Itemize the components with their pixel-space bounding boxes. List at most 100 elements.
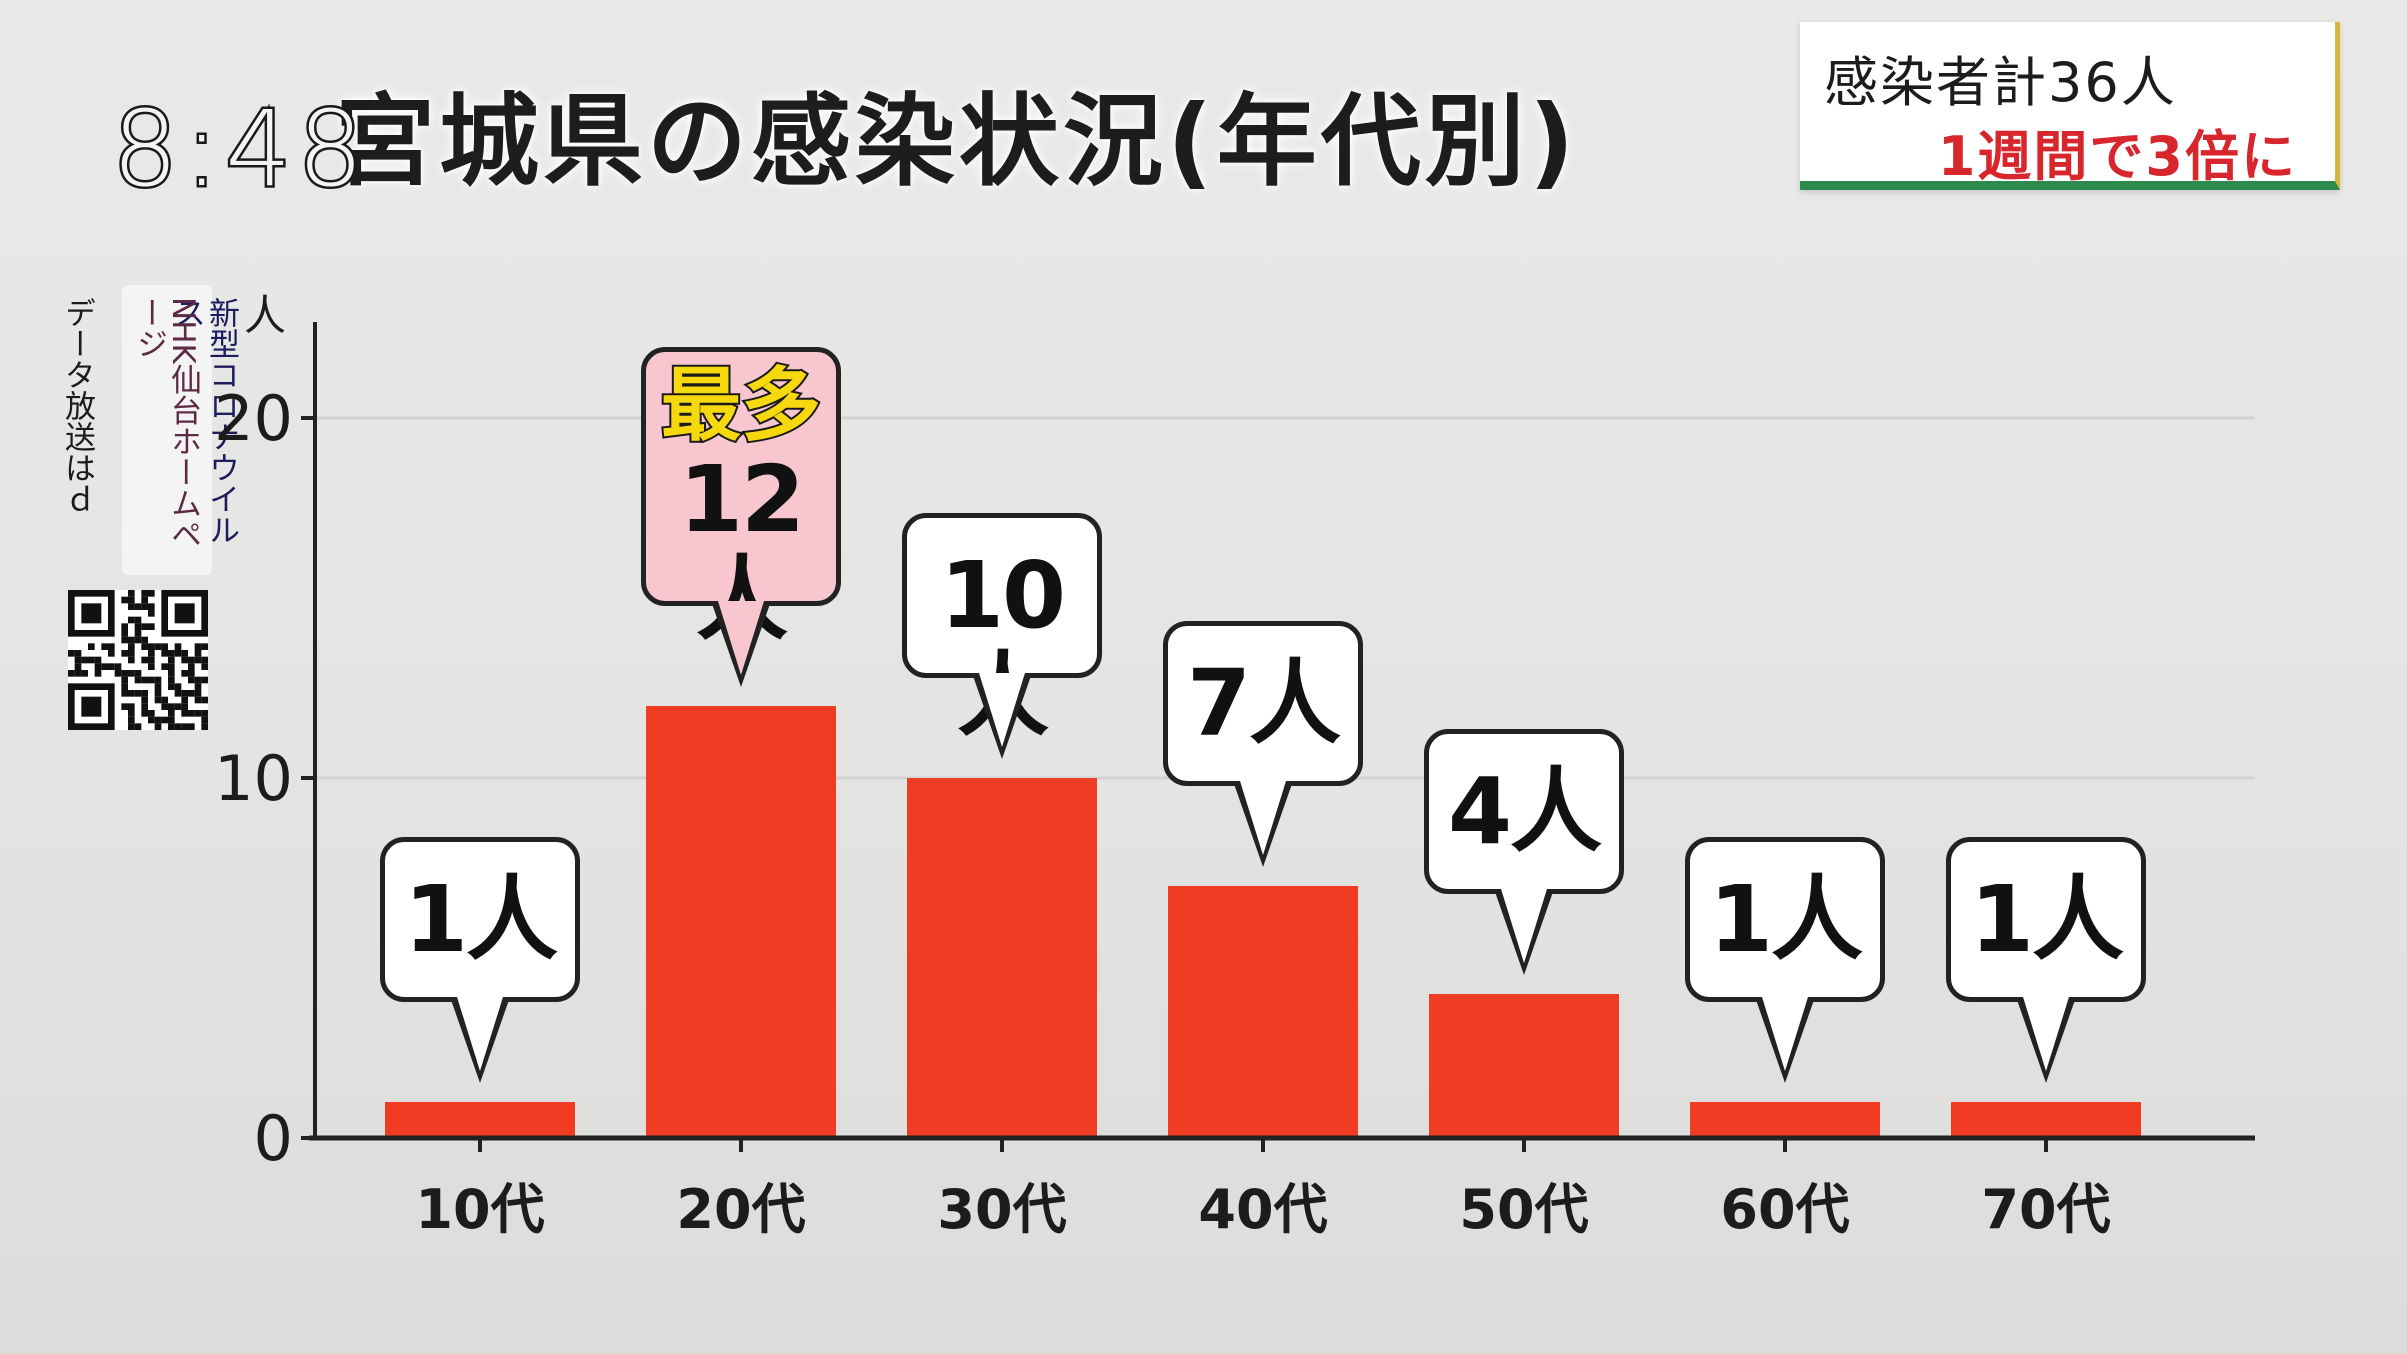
max-badge: 最多 [659,359,823,452]
qr-module [114,670,122,677]
qr-module [148,656,155,664]
y-tick-label: 20 [214,382,293,455]
qr-module [141,676,148,684]
qr-module [161,643,168,650]
bubble-tail-fill [1501,889,1547,963]
qr-module [128,590,135,597]
qr-module [134,670,142,677]
bar-50代 [1429,994,1619,1138]
bubble-tail-fill [1240,781,1286,855]
qr-module [154,716,162,724]
qr-module [128,643,135,650]
qr-module [201,696,208,704]
qr-module [68,650,75,657]
qr-module [174,683,182,690]
bubble-tail-fill [718,601,764,675]
qr-module [161,663,168,670]
qr-module [121,683,128,690]
qr-module [74,663,82,670]
qr-module [194,643,202,650]
qr-module [148,603,155,610]
qr-module [121,676,128,684]
qr-module [134,603,142,610]
qr-module [154,690,162,697]
qr-module [68,670,75,677]
qr-module [128,710,135,717]
bar-20代 [646,706,836,1138]
qr-module [148,716,155,724]
qr-module [188,710,195,717]
headline-increase: 1週間で3倍に [1937,125,2297,188]
qr-module [148,590,155,597]
qr-module [81,656,88,664]
qr-module [141,603,148,610]
qr-module [174,703,182,710]
data-label-bubble: 10人 [902,513,1102,759]
qr-module [201,723,208,730]
qr-module [181,656,188,664]
qr-module [181,650,188,657]
qr-module [141,636,148,644]
qr-module [134,690,142,697]
nhk-info-box: 新型コロナウイルス NHK仙台ホームページ [122,285,239,575]
bar-10代 [385,1102,575,1138]
data-label: 7人 [1186,650,1341,757]
qr-module [168,710,175,717]
qr-module [74,656,82,664]
qr-module [94,670,102,677]
bubble-tail-fill [457,997,503,1071]
qr-module [141,590,148,597]
qr-module [128,656,135,664]
bubble-tail-fill [979,673,1025,747]
qr-module [128,650,135,657]
x-category-label: 50代 [1459,1178,1588,1241]
qr-module [188,663,195,670]
qr-module [108,663,115,670]
y-tick-label: 0 [254,1102,293,1175]
qr-module [134,723,142,730]
headline-total: 感染者計36人 [1824,51,2177,114]
qr-module [154,683,162,690]
qr-module [188,656,195,664]
clock: 8:48 [110,86,370,213]
qr-module [74,650,82,657]
qr-module [194,690,202,697]
y-axis-unit-label: 人 [244,291,286,340]
qr-module [201,663,208,670]
qr-finder-core [81,696,102,717]
qr-module [128,596,135,604]
qr-module [128,636,135,644]
qr-module [121,636,128,644]
qr-module [128,723,135,730]
data-label-bubble: 4人 [1424,729,1624,975]
bar-60代 [1690,1102,1880,1138]
qr-module [181,696,188,704]
qr-module [168,703,175,710]
x-category-label: 60代 [1720,1178,1849,1241]
qr-module [114,663,122,670]
qr-module [141,656,148,664]
bar-40代 [1168,886,1358,1138]
data-label-bubble: 1人 [380,837,580,1083]
qr-module [168,656,175,664]
qr-module [101,643,108,650]
qr-module [128,616,135,624]
qr-module [168,723,175,730]
qr-module [174,643,182,650]
data-label-bubble: 7人 [1163,621,1363,867]
qr-module [188,723,195,730]
qr-module [201,643,208,650]
qr-module [181,670,188,677]
qr-module [121,690,128,697]
qr-module [201,656,208,664]
qr-module [181,703,188,710]
data-label-bubble: 最多 12人 [641,347,841,687]
qr-module [141,703,148,710]
bubble-tail-fill [1762,997,1808,1071]
nhk-homepage-text: NHK仙台ホームページ [131,297,201,550]
y-tick-label: 10 [214,742,293,815]
qr-module [181,710,188,717]
data-label: 1人 [1708,866,1863,973]
qr-module [148,650,155,657]
bubble-tail-fill [2023,997,2069,1071]
